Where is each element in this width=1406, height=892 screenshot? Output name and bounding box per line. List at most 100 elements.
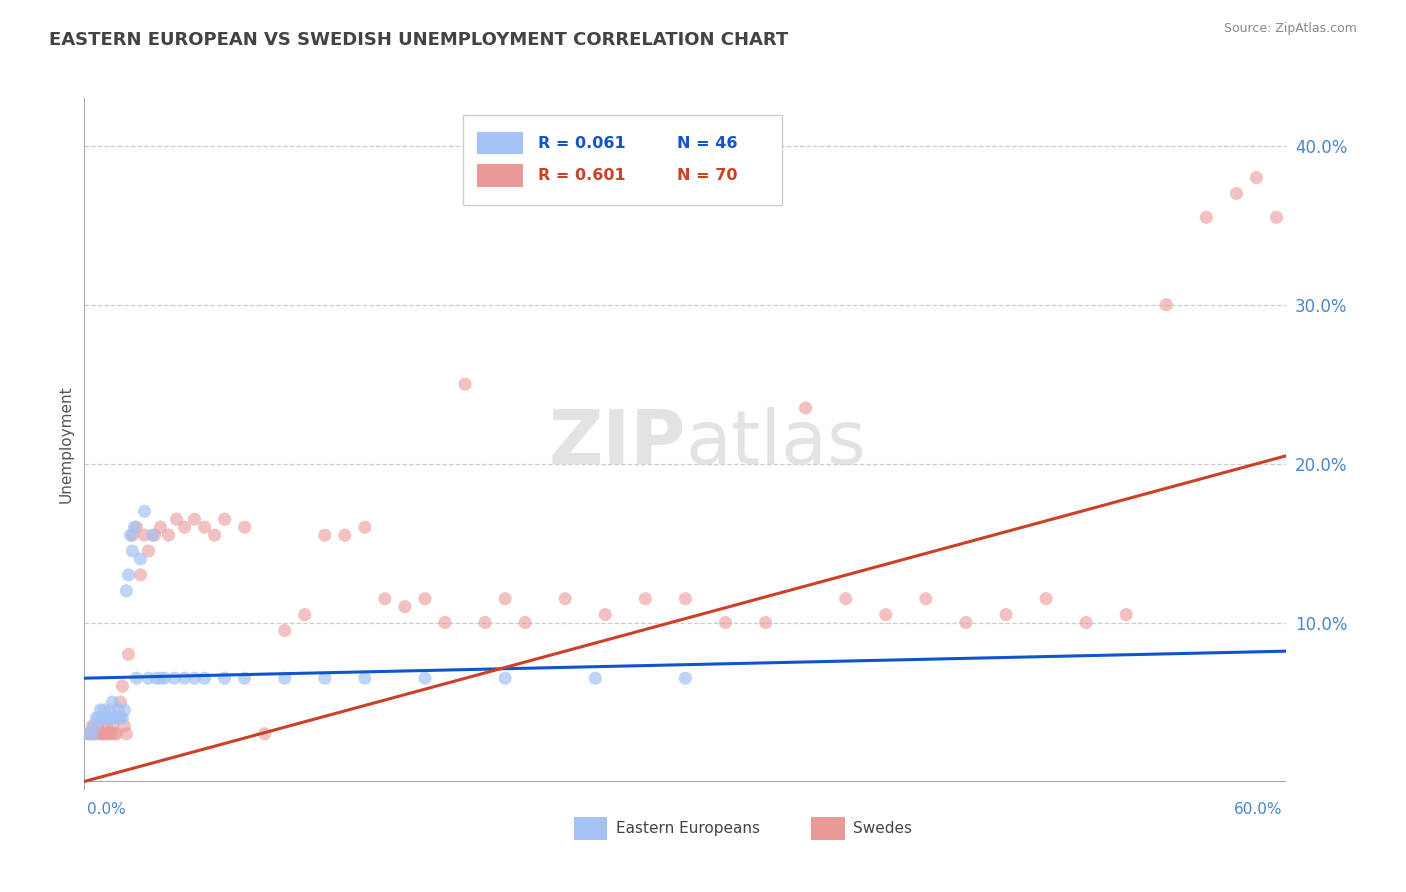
Point [173,520,195,534]
FancyBboxPatch shape [463,115,782,205]
Point [93,711,115,725]
Point [125,671,148,685]
Point [134,528,156,542]
Point [101,695,124,709]
Point [105,727,128,741]
Point [153,671,176,685]
Point [141,528,163,542]
Point [214,671,236,685]
Point [835,591,858,606]
Point [354,520,377,534]
Point [314,671,336,685]
Point [149,520,172,534]
Point [96,719,118,733]
Point [107,711,129,725]
Point [86,727,108,741]
Point [89,727,111,741]
Point [101,719,124,733]
Point [82,727,104,741]
Point [515,615,537,630]
Point [97,711,120,725]
FancyBboxPatch shape [478,164,523,186]
Point [474,615,496,630]
Point [89,703,111,717]
Point [103,711,125,725]
Point [494,591,516,606]
Point [394,599,416,614]
Text: N = 70: N = 70 [678,168,738,183]
Point [125,520,148,534]
Point [121,544,143,558]
Point [124,520,146,534]
Point [121,528,143,542]
Point [83,719,105,733]
Point [333,528,356,542]
Point [114,719,135,733]
Point [82,719,104,733]
Point [354,671,377,685]
Point [79,727,101,741]
Point [274,671,297,685]
Point [97,727,120,741]
Point [595,607,617,622]
Point [233,671,256,685]
Y-axis label: Unemployment: Unemployment [58,385,73,502]
Point [114,703,135,717]
Point [110,711,132,725]
Point [413,591,436,606]
Point [434,615,457,630]
Point [494,671,516,685]
Point [166,512,188,526]
Point [214,512,236,526]
Point [1156,298,1178,312]
Text: atlas: atlas [686,408,866,480]
Point [100,703,122,717]
FancyBboxPatch shape [478,132,523,154]
Point [96,711,118,725]
Point [194,671,217,685]
Point [173,671,195,685]
Point [1246,170,1268,185]
Point [183,512,205,526]
Text: 0.0%: 0.0% [87,802,127,816]
Point [101,711,124,725]
Point [115,727,138,741]
Point [675,591,697,606]
Point [314,528,336,542]
Point [120,528,142,542]
Point [145,671,167,685]
Point [138,544,160,558]
Point [143,528,166,542]
Text: EASTERN EUROPEAN VS SWEDISH UNEMPLOYMENT CORRELATION CHART: EASTERN EUROPEAN VS SWEDISH UNEMPLOYMENT… [49,31,789,49]
Point [274,624,297,638]
Point [1076,615,1098,630]
Point [183,671,205,685]
Point [87,719,110,733]
Text: N = 46: N = 46 [678,136,738,151]
Point [675,671,697,685]
Point [93,703,115,717]
Point [1265,211,1288,225]
Point [91,711,114,725]
Point [583,671,606,685]
Point [129,567,152,582]
Point [875,607,897,622]
Point [1115,607,1137,622]
Point [1225,186,1247,201]
Point [91,727,114,741]
Point [1035,591,1057,606]
Point [554,591,576,606]
Point [995,607,1018,622]
Text: Source: ZipAtlas.com: Source: ZipAtlas.com [1223,22,1357,36]
Point [115,583,138,598]
Point [294,607,316,622]
Point [194,520,217,534]
Text: R = 0.061: R = 0.061 [537,136,626,151]
Text: Eastern Europeans: Eastern Europeans [616,822,759,836]
Point [1195,211,1218,225]
Point [111,711,134,725]
Point [634,591,657,606]
Point [107,703,129,717]
Point [87,711,110,725]
Point [413,671,436,685]
